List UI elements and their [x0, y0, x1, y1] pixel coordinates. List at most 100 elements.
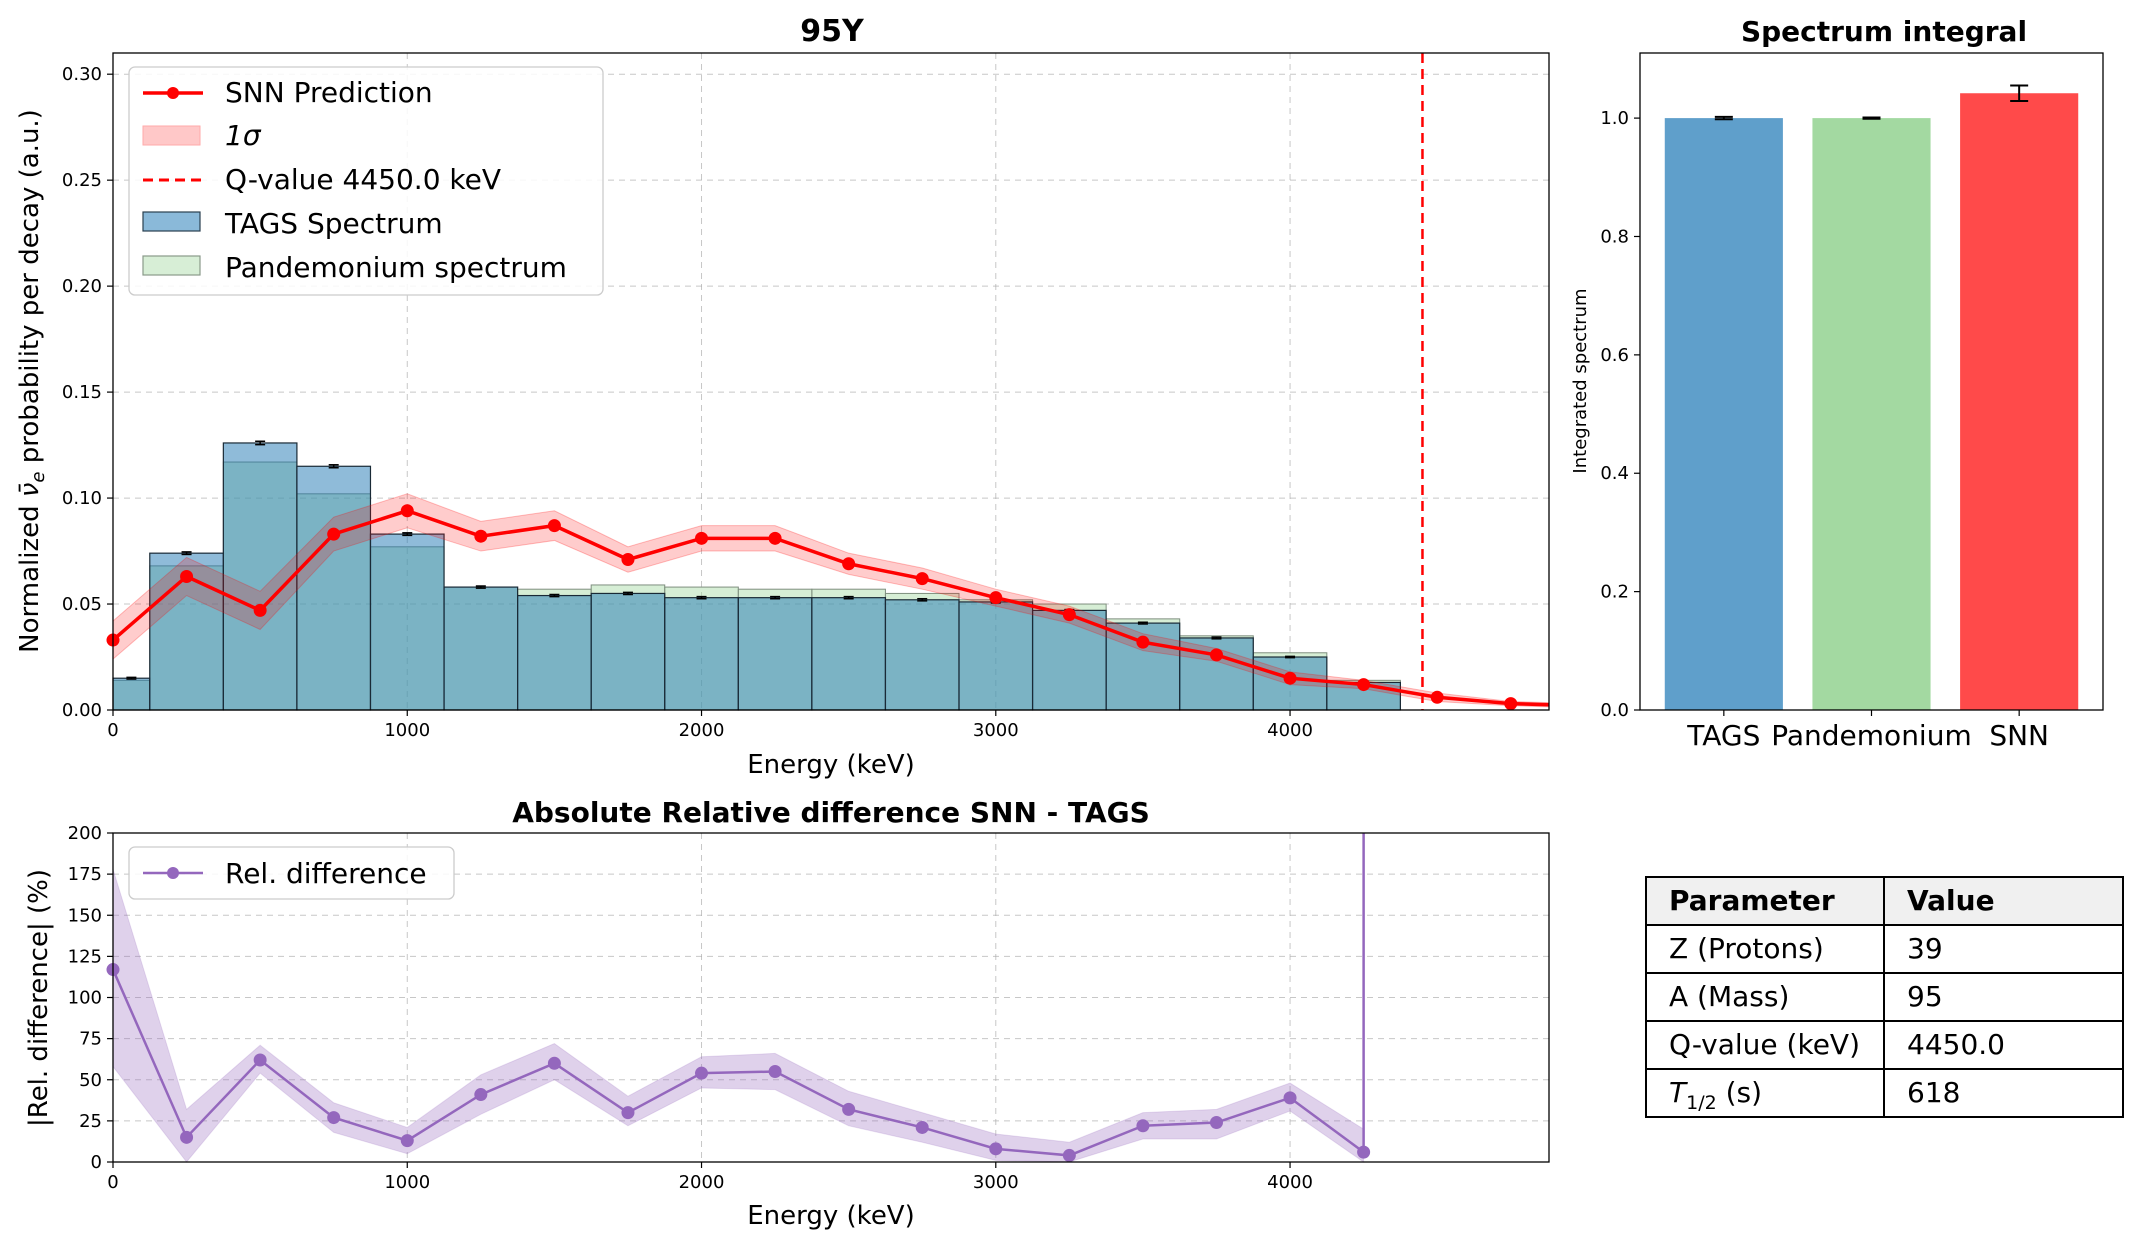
reldiff-x-tick-label: 0 — [107, 1172, 118, 1193]
main-y-tick-label: 0.25 — [62, 170, 102, 191]
main-axes-frame — [112, 52, 1550, 711]
reldiff-point — [474, 1088, 488, 1102]
legend-sigma-label: 1σ — [225, 119, 262, 152]
tags-bar — [517, 594, 592, 711]
table-header-parameter: Parameter — [1669, 884, 1835, 917]
reldiff-legend-box — [128, 846, 455, 900]
snn-sigma-band — [113, 493, 1549, 708]
integral-y-tick-label: 0.2 — [1600, 582, 1629, 603]
tags-bar — [664, 597, 739, 711]
snn-point — [1209, 648, 1223, 662]
snn-point — [1062, 608, 1076, 622]
main-x-label: Energy (keV) — [747, 750, 915, 780]
integral-y-label: Integrated spectrum — [1570, 288, 1591, 473]
reldiff-point — [768, 1065, 782, 1079]
integral-x-ticks: TAGS Pandemonium SNN — [1686, 710, 2049, 752]
reldiff-point — [547, 1056, 561, 1070]
main-y-label-sub: e — [28, 471, 49, 482]
main-x-tick-label: 4000 — [1267, 720, 1313, 741]
reldiff-y-tick-label: 125 — [68, 946, 102, 967]
tags-bar — [112, 677, 151, 711]
main-y-tick-label: 0.30 — [62, 64, 102, 85]
snn-point — [768, 531, 782, 545]
integral-x-tick-label: TAGS — [1686, 719, 1760, 752]
reldiff-y-ticks: 0 25 50 75 100 125 150 175 200 — [68, 823, 113, 1173]
table-cell-value: 95 — [1907, 980, 1943, 1013]
reldiff-point — [989, 1142, 1003, 1156]
legend-tags-swatch — [142, 211, 201, 232]
reldiff-band-area — [112, 869, 1365, 1163]
tags-bar — [884, 599, 960, 711]
main-y-label-nu: ν̄ — [15, 483, 45, 498]
reldiff-point — [400, 1134, 414, 1148]
table-header-value: Value — [1907, 884, 1995, 917]
main-y-label-part1: Normalized — [15, 497, 45, 653]
integral-y-tick-label: 0.6 — [1600, 345, 1629, 366]
snn-point — [474, 529, 488, 543]
reldiff-y-tick-label: 100 — [68, 988, 102, 1009]
integral-bar — [1812, 118, 1931, 711]
reldiff-point — [842, 1102, 856, 1116]
tags-bar — [737, 597, 813, 711]
reldiff-point — [621, 1106, 635, 1120]
reldiff-point — [180, 1130, 194, 1144]
reldiff-band — [112, 869, 1365, 1163]
table-cell-param-thalf: T1/2 (s) — [1669, 1076, 1762, 1114]
table-cell-value: 39 — [1907, 932, 1943, 965]
integral-y-ticks: 0.0 0.2 0.4 0.6 0.8 1.0 — [1600, 108, 1640, 721]
reldiff-y-tick-label: 150 — [68, 905, 102, 926]
integral-panel: Spectrum integral TAGS Pandemonium SNN 0.0… — [1570, 15, 2104, 752]
table-cell-param: Q-value (keV) — [1669, 1028, 1860, 1061]
snn-point — [253, 603, 267, 617]
reldiff-x-label: Energy (keV) — [747, 1201, 915, 1231]
reldiff-point — [1062, 1148, 1076, 1162]
reldiff-y-tick-label: 25 — [79, 1111, 102, 1132]
reldiff-line — [106, 833, 1371, 1162]
legend-snn-label: SNN Prediction — [225, 76, 433, 109]
integral-y-tick-label: 0.0 — [1600, 700, 1629, 721]
reldiff-point — [915, 1120, 929, 1134]
reldiff-y-tick-label: 175 — [68, 864, 102, 885]
integral-x-tick-label: SNN — [1989, 719, 2049, 752]
thalf-unit: (s) — [1717, 1076, 1762, 1109]
legend-pand-label: Pandemonium spectrum — [225, 251, 567, 284]
reldiff-y-label: |Rel. difference| (%) — [24, 869, 54, 1127]
reldiff-x-tick-label: 2000 — [679, 1172, 725, 1193]
main-legend-box — [128, 66, 604, 296]
integral-error-bars — [1714, 84, 2029, 121]
main-y-label: Normalized ν̄e probability per decay (a.… — [15, 109, 49, 653]
reldiff-legend: Rel. difference — [128, 846, 455, 900]
tags-bar — [296, 465, 372, 711]
legend-pand-swatch — [142, 255, 201, 276]
main-y-tick-label: 0.10 — [62, 488, 102, 509]
legend-tags-label: TAGS Spectrum — [224, 207, 443, 240]
legend-reldiff-label: Rel. difference — [225, 857, 427, 890]
main-x-tick-label: 2000 — [679, 720, 725, 741]
legend-reldiff-marker — [167, 867, 179, 879]
main-y-ticks: 0.00 0.05 0.10 0.15 0.20 0.25 0.30 — [62, 64, 113, 721]
tags-bar — [958, 601, 1034, 711]
main-y-tick-label: 0.15 — [62, 382, 102, 403]
integral-bar — [1664, 118, 1783, 711]
snn-point — [1504, 697, 1518, 711]
snn-prediction-line — [106, 504, 1549, 711]
table-cell-value: 4450.0 — [1907, 1028, 2005, 1061]
main-x-tick-label: 1000 — [384, 720, 430, 741]
reldiff-x-tick-label: 4000 — [1267, 1172, 1313, 1193]
legend-qvalue-label: Q-value 4450.0 keV — [225, 163, 501, 196]
main-y-tick-label: 0.00 — [62, 700, 102, 721]
snn-point — [915, 572, 929, 586]
snn-point — [1430, 690, 1444, 704]
integral-y-tick-label: 0.4 — [1600, 463, 1629, 484]
reldiff-panel: Absolute Relative difference SNN - TAGS … — [24, 796, 1550, 1231]
integral-bars — [1664, 93, 2079, 711]
integral-title: Spectrum integral — [1741, 15, 2027, 48]
snn-point — [1357, 678, 1371, 692]
main-x-tick-label: 0 — [107, 720, 118, 741]
reldiff-point — [253, 1053, 267, 1067]
reldiff-y-tick-label: 0 — [91, 1152, 102, 1173]
reldiff-point — [1136, 1119, 1150, 1133]
reldiff-point — [695, 1066, 709, 1080]
snn-point — [1283, 671, 1297, 685]
